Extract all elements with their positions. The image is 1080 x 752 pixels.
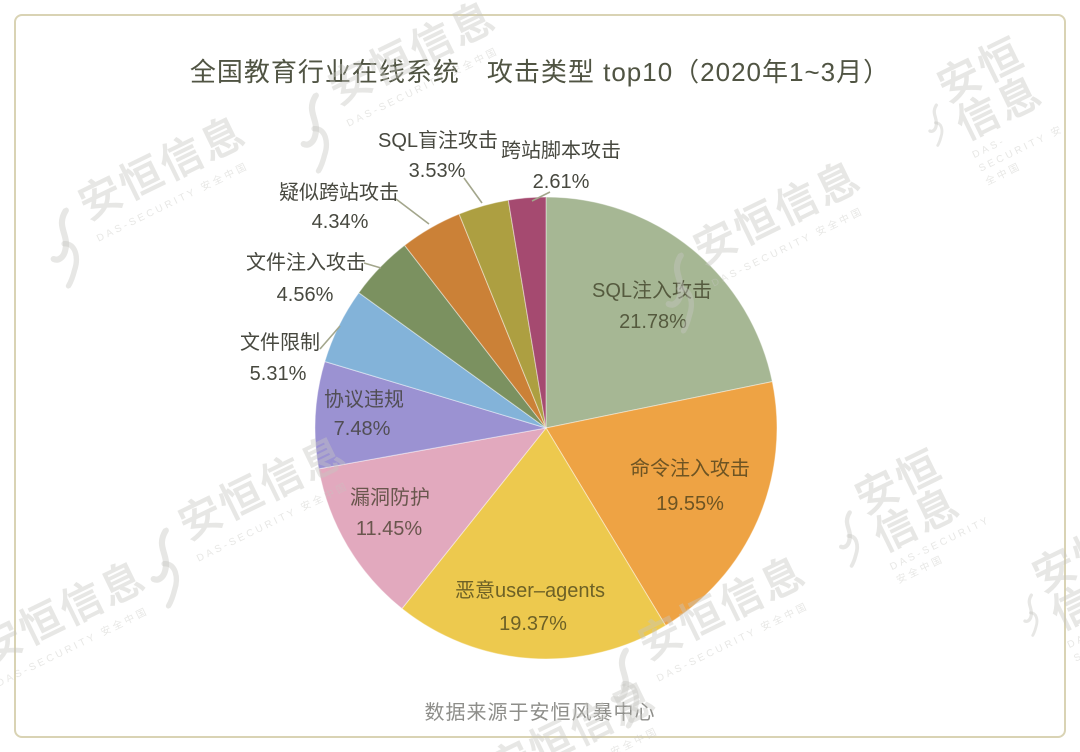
pie-slice-5: [324, 292, 547, 429]
leader-line-7: [395, 198, 430, 225]
pie-slice-0: [545, 196, 773, 429]
chart-title: 全国教育行业在线系统 攻击类型 top10（2020年1~3月）: [189, 57, 891, 87]
leader-line-8: [463, 177, 483, 204]
pie-slice-7: [403, 213, 547, 429]
leader-line-9: [531, 191, 551, 202]
pie-slice-9: [507, 196, 547, 429]
pie-slice-8: [458, 199, 547, 429]
pie-slice-3: [318, 427, 548, 610]
leader-line-6: [363, 262, 382, 269]
leader-line-5: [319, 325, 341, 350]
pie-slice-2: [401, 427, 667, 660]
data-source-note: 数据来源于安恒风暴中心: [424, 702, 656, 724]
pie-slice-1: [545, 381, 778, 627]
pie-slice-4: [314, 360, 547, 470]
